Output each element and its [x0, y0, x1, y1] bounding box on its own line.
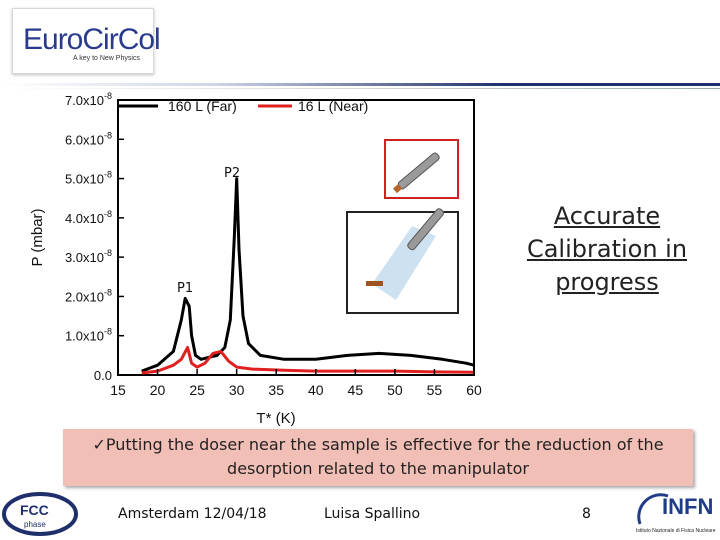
y-tick-label: 6.0x10-8: [65, 130, 112, 147]
x-tick-label: 45: [348, 382, 364, 398]
chart-annotations: P2 P1: [177, 166, 240, 296]
infn-logo-sub: Istituto Nazionale di Fisica Nucleare: [636, 528, 716, 534]
conclusion-line-1: Putting the doser near the sample is eff…: [105, 435, 664, 454]
y-tick-label: 5.0x10-8: [65, 170, 112, 187]
y-tick-label: 3.0x10-8: [65, 248, 112, 265]
eurocircol-logo: EuroCirCol A key to New Physics: [12, 8, 161, 74]
header-rule-thin: [0, 88, 720, 89]
x-axis-label: T* (K): [256, 410, 295, 427]
calibration-callout: Accurate Calibration in progress: [522, 200, 692, 299]
doser-near-inset: [346, 208, 459, 314]
series-line-0: [141, 177, 475, 373]
y-tick-label: 7.0x10-8: [65, 91, 112, 108]
callout-line-2: Calibration in: [526, 235, 688, 263]
footer-author: Luisa Spallino: [324, 506, 421, 522]
y-tick-label: 2.0x10-8: [65, 287, 112, 304]
doser-far-inset: [384, 139, 459, 199]
y-tick-label: 1.0x10-8: [65, 327, 112, 344]
header-rule: [0, 83, 720, 86]
fcc-logo-text: FCC: [20, 502, 49, 518]
peak-label-p1: P1: [177, 281, 193, 296]
plot-frame: [117, 99, 475, 376]
infn-logo: INFN Istituto Nazionale di Fisica Nuclea…: [632, 488, 720, 540]
x-tick-label: 40: [308, 382, 324, 398]
callout-line-3: progress: [555, 268, 659, 296]
x-tick-label: 15: [110, 382, 126, 398]
x-tick-label: 55: [427, 382, 443, 398]
fcc-logo: FCC phase: [2, 492, 78, 536]
callout-line-1: Accurate: [553, 202, 661, 230]
logo-text: EuroCirCol: [23, 23, 161, 56]
chart-ticks: 15 20 25 30 35 40 45 50 55 60 0.0 1.0x10-8 2.0x10-8 3…: [29, 91, 482, 427]
logo-tagline: A key to New Physics: [73, 55, 140, 62]
x-tick-label: 60: [466, 382, 482, 398]
checkmark-icon: ✓: [92, 435, 106, 454]
y-tick-label: 0.0: [94, 368, 112, 383]
page-number: 8: [582, 506, 591, 522]
footer-location-date: Amsterdam 12/04/18: [118, 506, 267, 522]
infn-logo-arc: [637, 493, 669, 525]
conclusion-box: ✓Putting the doser near the sample is ef…: [63, 429, 693, 486]
x-tick-label: 50: [387, 382, 403, 398]
peak-label-p2: P2: [224, 166, 240, 181]
y-tick-label: 4.0x10-8: [65, 209, 112, 226]
x-tick-label: 35: [268, 382, 284, 398]
legend-label-far: 160 L (Far): [168, 98, 237, 114]
chart-axes: [117, 99, 475, 376]
fcc-logo-sub: phase: [24, 520, 46, 529]
y-axis-label: P (mbar): [29, 208, 46, 266]
x-tick-label: 30: [229, 382, 245, 398]
x-tick-label: 25: [189, 382, 205, 398]
chart-legend: 160 L (Far) 16 L (Near): [118, 98, 368, 114]
infn-logo-text: INFN: [662, 494, 714, 519]
legend-label-near: 16 L (Near): [298, 98, 368, 114]
x-tick-label: 20: [150, 382, 166, 398]
conclusion-line-2: desorption related to the manipulator: [227, 459, 529, 478]
